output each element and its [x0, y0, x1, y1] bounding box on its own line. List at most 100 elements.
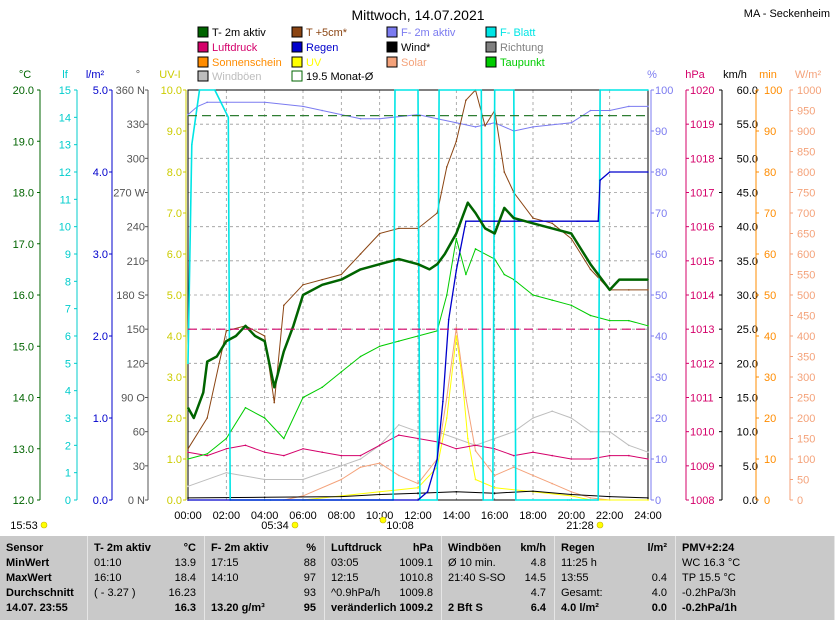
- point-taupunkt: [321, 386, 323, 389]
- leaf-tick-label: 8: [65, 276, 71, 288]
- point-solar: [570, 491, 573, 493]
- point-t-2m-aktiv: [570, 232, 573, 235]
- point-luftdruck: [283, 454, 285, 457]
- point-taupunkt: [628, 319, 630, 322]
- dir-tick-label: 360 N: [116, 85, 145, 97]
- solar-tick-label: 500: [797, 290, 815, 302]
- point-regen: [187, 499, 189, 501]
- point-t-5cm: [445, 166, 448, 168]
- dir-tick-label: 30: [133, 461, 145, 473]
- stats-column: F- 2m aktiv% 17:15 88 14:10 97 93 13.20 g/m³ 95: [205, 536, 325, 620]
- point-f-2m-aktiv: [608, 109, 611, 112]
- point-luftdruck: [187, 451, 189, 453]
- statistics-table: Sensor MinWert MaxWert Durchschnitt 14.07. 2…: [0, 536, 835, 620]
- point-t-2m-aktiv: [283, 350, 285, 353]
- stats-unit: °C: [183, 542, 196, 554]
- point-t-2m-aktiv: [551, 227, 553, 230]
- stats-cell: 01:10: [94, 557, 122, 569]
- series-t-5cm: [187, 89, 648, 450]
- point-regen: [578, 220, 580, 222]
- stats-column: Luftdruck hPa 03:05 1009.1 12:15 1010.8 ^0.9hP…: [325, 536, 442, 620]
- temp-tick-label: 13.0: [13, 444, 34, 456]
- point-solar: [398, 474, 400, 477]
- stats-value: 13.9: [174, 557, 196, 569]
- stats-unit: km/h: [520, 542, 546, 554]
- stats-cell: MinWert: [6, 557, 50, 569]
- press-tick-label: 1016: [690, 222, 714, 234]
- point-f-2m-aktiv: [647, 105, 649, 108]
- press-tick-label: 1011: [690, 393, 714, 405]
- point-f-blatt: [513, 89, 515, 91]
- stats-value: 0.0: [651, 602, 667, 614]
- time-tick-label: 22:00: [596, 510, 624, 522]
- station-name: MA - Seckenheim: [744, 8, 830, 20]
- press-tick-label: 1014: [690, 290, 714, 302]
- point-t-2m-aktiv: [263, 340, 266, 342]
- point-t-2m-aktiv: [455, 232, 458, 235]
- press-tick-label: 1019: [690, 119, 714, 131]
- stats-cell: WC 16.3 °C: [682, 557, 741, 569]
- point-uv: [493, 486, 496, 489]
- leaf-tick-label: 10: [59, 222, 71, 234]
- legend-swatch: [291, 26, 303, 38]
- point-f-2m-aktiv: [589, 109, 592, 112]
- point-f-blatt: [394, 89, 396, 91]
- series-f-2m-aktiv: [187, 101, 648, 132]
- point-taupunkt: [608, 319, 611, 322]
- point-f-blatt: [191, 143, 193, 146]
- point-luftdruck: [417, 437, 419, 440]
- point-taupunkt: [445, 294, 448, 296]
- point-f-blatt: [417, 89, 419, 91]
- point-luftdruck: [570, 458, 573, 460]
- point-t-5cm: [378, 232, 381, 235]
- point-regen: [455, 269, 458, 272]
- legend-label: T- 2m aktiv: [212, 27, 266, 39]
- dir-tick-label: 210: [127, 256, 145, 268]
- stats-cell: 14.07. 23:55: [6, 602, 68, 614]
- solar-tick-label: 850: [797, 147, 815, 159]
- solar-tick-label: 800: [797, 167, 815, 179]
- uv-tick-label: 6.0: [167, 249, 182, 261]
- point-regen: [417, 499, 419, 501]
- uv-tick-label: 7.0: [167, 208, 182, 220]
- point-t-2m-aktiv: [513, 217, 515, 219]
- stats-cell: 03:05: [331, 557, 359, 569]
- point-solar: [455, 327, 458, 329]
- solar-tick-label: 450: [797, 311, 815, 323]
- solar-tick-label: 100: [797, 454, 815, 466]
- solar-tick-label: 550: [797, 270, 815, 282]
- stats-value: 1010.8: [399, 572, 433, 584]
- point-windb-en: [647, 451, 649, 453]
- point-taupunkt: [465, 273, 467, 276]
- stats-column: Regen l/m² 11:25 h 13:55 0.4 Gesamt: 4.0 4.0 l/…: [555, 536, 676, 620]
- point-f-2m-aktiv: [340, 113, 343, 116]
- rain-tick-label: 5.0: [93, 85, 108, 97]
- sun-icon: [379, 516, 387, 524]
- point-windb-en: [302, 478, 304, 481]
- hum-tick-label: 90: [655, 126, 667, 138]
- stats-cell: -0.2hPa/3h: [682, 587, 736, 599]
- stats-value: 1009.1: [399, 557, 433, 569]
- wind-tick-label: 45.0: [737, 188, 758, 200]
- point-t-2m-aktiv: [647, 278, 649, 281]
- solar-tick-label: 650: [797, 229, 815, 241]
- sun-tick-label: 50: [764, 290, 776, 302]
- point-t-5cm: [187, 447, 189, 450]
- point-t-5cm: [283, 304, 285, 307]
- solar-tick-label: 50: [797, 475, 809, 487]
- leaf-tick-label: 9: [65, 249, 71, 261]
- point-luftdruck: [628, 454, 630, 457]
- legend-swatch: [386, 41, 398, 53]
- point-f-2m-aktiv: [225, 101, 228, 104]
- legend-label: Regen: [306, 42, 338, 54]
- legend-label: UV: [306, 57, 322, 69]
- point-t-5cm: [302, 283, 304, 286]
- point-f-2m-aktiv: [436, 117, 438, 120]
- sun-tick-label: 90: [764, 126, 776, 138]
- point-f-2m-aktiv: [359, 117, 362, 120]
- point-solar: [378, 462, 381, 464]
- dir-tick-label: 90 O: [121, 393, 145, 405]
- point-taupunkt: [359, 355, 362, 358]
- dir-tick-label: 0 N: [128, 495, 145, 507]
- point-solar: [302, 495, 304, 497]
